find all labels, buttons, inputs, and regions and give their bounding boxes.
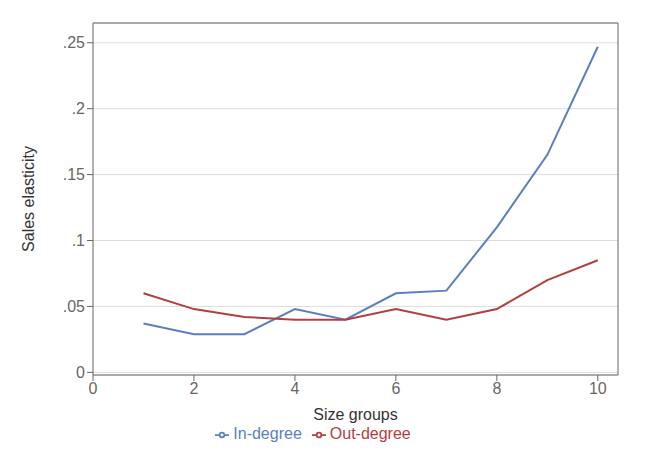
svg-text:.05: .05 bbox=[63, 298, 85, 315]
html-text:Out-degree: Out-degree bbox=[329, 425, 411, 442]
svg-text:6: 6 bbox=[391, 380, 400, 397]
svg-text:2: 2 bbox=[190, 380, 199, 397]
svg-text:Sales elasticity: Sales elasticity bbox=[20, 146, 37, 252]
svg-text:0: 0 bbox=[89, 380, 98, 397]
svg-text:10: 10 bbox=[589, 380, 607, 397]
svg-text:.2: .2 bbox=[72, 100, 85, 117]
svg-text:0: 0 bbox=[76, 364, 85, 381]
svg-text:Size groups: Size groups bbox=[313, 406, 398, 423]
svg-text:.25: .25 bbox=[63, 34, 85, 51]
svg-text:.15: .15 bbox=[63, 166, 85, 183]
svg-text:.1: .1 bbox=[72, 232, 85, 249]
svg-text:4: 4 bbox=[290, 380, 299, 397]
html-text:In-degree: In-degree bbox=[233, 425, 302, 442]
svg-text:8: 8 bbox=[492, 380, 501, 397]
